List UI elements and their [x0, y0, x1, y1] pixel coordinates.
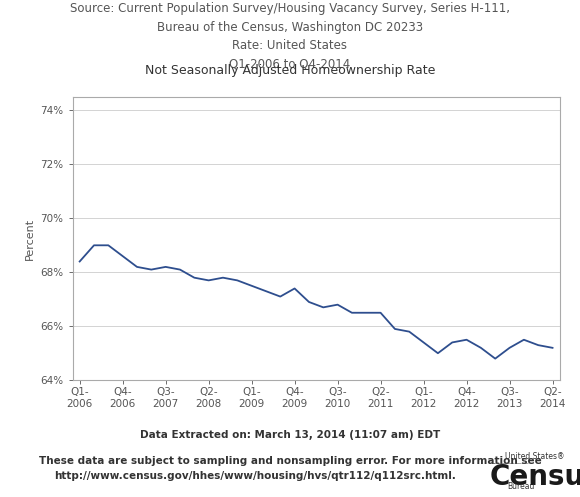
Text: Source: Current Population Survey/Housing Vacancy Survey, Series H-111,
Bureau o: Source: Current Population Survey/Housin…	[70, 2, 510, 71]
Text: United States®: United States®	[505, 452, 564, 461]
Text: These data are subject to sampling and nonsampling error. For more information s: These data are subject to sampling and n…	[39, 456, 541, 466]
Text: Census: Census	[490, 463, 580, 491]
Text: Data Extracted on: March 13, 2014 (11:07 am) EDT: Data Extracted on: March 13, 2014 (11:07…	[140, 430, 440, 440]
Text: Bureau: Bureau	[508, 482, 535, 491]
Text: http://www.census.gov/hhes/www/housing/hvs/qtr112/q112src.html.: http://www.census.gov/hhes/www/housing/h…	[55, 471, 456, 481]
Y-axis label: Percent: Percent	[25, 218, 35, 259]
Text: Not Seasonally Adjusted Homeownership Rate: Not Seasonally Adjusted Homeownership Ra…	[145, 64, 435, 77]
Text: ___________: ___________	[490, 458, 528, 464]
